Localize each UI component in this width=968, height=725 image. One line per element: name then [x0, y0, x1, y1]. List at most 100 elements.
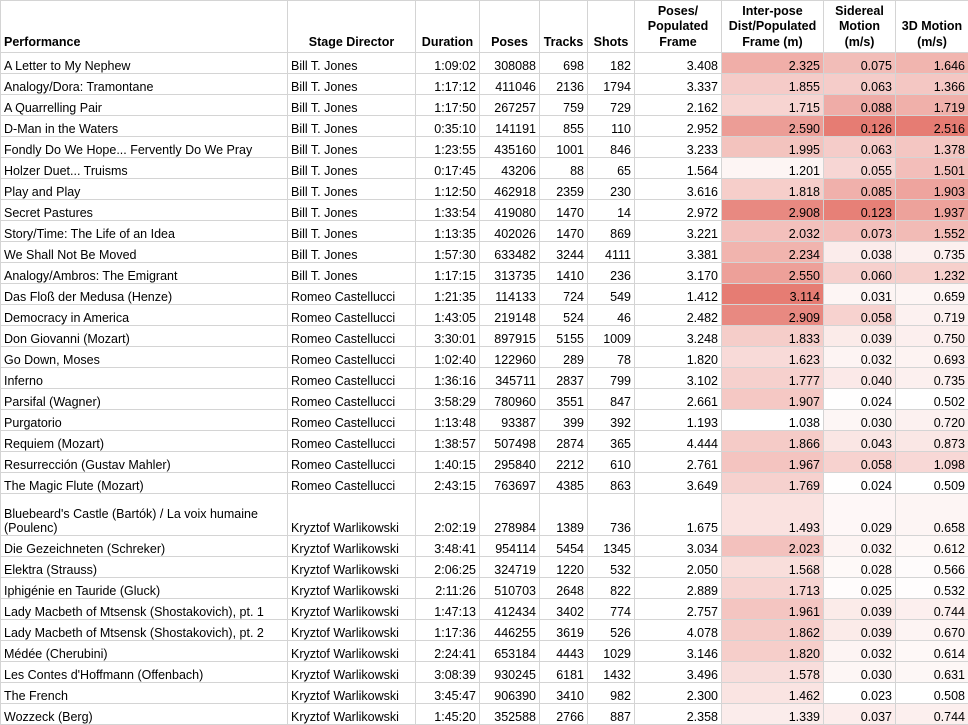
cell-stage-director[interactable]: Romeo Castellucci	[288, 473, 416, 494]
cell-performance[interactable]: Democracy in America	[1, 305, 288, 326]
cell-poses[interactable]: 352588	[480, 704, 540, 725]
cell-poses-per-frame[interactable]: 2.300	[635, 683, 722, 704]
cell-duration[interactable]: 1:36:16	[416, 368, 480, 389]
cell-interpose-dist[interactable]: 1.820	[722, 641, 824, 662]
cell-performance[interactable]: Lady Macbeth of Mtsensk (Shostakovich), …	[1, 599, 288, 620]
cell-interpose-dist[interactable]: 1.862	[722, 620, 824, 641]
cell-tracks[interactable]: 2837	[540, 368, 588, 389]
cell-poses-per-frame[interactable]: 4.444	[635, 431, 722, 452]
cell-3d-motion[interactable]: 1.903	[896, 179, 968, 200]
cell-poses-per-frame[interactable]: 3.649	[635, 473, 722, 494]
cell-stage-director[interactable]: Kryztof Warlikowski	[288, 641, 416, 662]
cell-duration[interactable]: 0:17:45	[416, 158, 480, 179]
cell-tracks[interactable]: 2874	[540, 431, 588, 452]
cell-shots[interactable]: 14	[588, 200, 635, 221]
cell-interpose-dist[interactable]: 1.623	[722, 347, 824, 368]
cell-poses-per-frame[interactable]: 1.675	[635, 494, 722, 536]
cell-poses[interactable]: 954114	[480, 536, 540, 557]
cell-stage-director[interactable]: Kryztof Warlikowski	[288, 662, 416, 683]
cell-stage-director[interactable]: Kryztof Warlikowski	[288, 599, 416, 620]
header-duration[interactable]: Duration	[416, 1, 480, 53]
cell-duration[interactable]: 1:33:54	[416, 200, 480, 221]
cell-stage-director[interactable]: Romeo Castellucci	[288, 347, 416, 368]
cell-stage-director[interactable]: Bill T. Jones	[288, 116, 416, 137]
cell-3d-motion[interactable]: 0.614	[896, 641, 968, 662]
cell-duration[interactable]: 1:17:12	[416, 74, 480, 95]
cell-3d-motion[interactable]: 0.631	[896, 662, 968, 683]
cell-duration[interactable]: 1:12:50	[416, 179, 480, 200]
cell-tracks[interactable]: 759	[540, 95, 588, 116]
cell-sidereal-motion[interactable]: 0.032	[824, 347, 896, 368]
cell-stage-director[interactable]: Kryztof Warlikowski	[288, 494, 416, 536]
cell-performance[interactable]: Go Down, Moses	[1, 347, 288, 368]
cell-interpose-dist[interactable]: 1.855	[722, 74, 824, 95]
cell-shots[interactable]: 549	[588, 284, 635, 305]
cell-poses[interactable]: 507498	[480, 431, 540, 452]
cell-interpose-dist[interactable]: 1.818	[722, 179, 824, 200]
cell-poses-per-frame[interactable]: 2.952	[635, 116, 722, 137]
cell-performance[interactable]: D-Man in the Waters	[1, 116, 288, 137]
cell-sidereal-motion[interactable]: 0.055	[824, 158, 896, 179]
cell-duration[interactable]: 1:57:30	[416, 242, 480, 263]
cell-sidereal-motion[interactable]: 0.063	[824, 137, 896, 158]
cell-duration[interactable]: 1:13:48	[416, 410, 480, 431]
cell-duration[interactable]: 3:08:39	[416, 662, 480, 683]
cell-interpose-dist[interactable]: 1.769	[722, 473, 824, 494]
cell-poses[interactable]: 419080	[480, 200, 540, 221]
cell-poses-per-frame[interactable]: 2.482	[635, 305, 722, 326]
cell-performance[interactable]: Don Giovanni (Mozart)	[1, 326, 288, 347]
cell-poses[interactable]: 308088	[480, 53, 540, 74]
cell-3d-motion[interactable]: 0.502	[896, 389, 968, 410]
cell-stage-director[interactable]: Romeo Castellucci	[288, 305, 416, 326]
cell-interpose-dist[interactable]: 1.967	[722, 452, 824, 473]
cell-interpose-dist[interactable]: 3.114	[722, 284, 824, 305]
cell-sidereal-motion[interactable]: 0.039	[824, 326, 896, 347]
cell-poses[interactable]: 345711	[480, 368, 540, 389]
cell-performance[interactable]: Les Contes d'Hoffmann (Offenbach)	[1, 662, 288, 683]
cell-duration[interactable]: 1:47:13	[416, 599, 480, 620]
cell-tracks[interactable]: 3619	[540, 620, 588, 641]
cell-tracks[interactable]: 5454	[540, 536, 588, 557]
cell-sidereal-motion[interactable]: 0.028	[824, 557, 896, 578]
cell-tracks[interactable]: 289	[540, 347, 588, 368]
cell-poses[interactable]: 633482	[480, 242, 540, 263]
cell-poses[interactable]: 43206	[480, 158, 540, 179]
cell-performance[interactable]: Wozzeck (Berg)	[1, 704, 288, 725]
cell-3d-motion[interactable]: 0.532	[896, 578, 968, 599]
cell-poses[interactable]: 906390	[480, 683, 540, 704]
cell-duration[interactable]: 3:45:47	[416, 683, 480, 704]
cell-duration[interactable]: 1:38:57	[416, 431, 480, 452]
cell-tracks[interactable]: 3551	[540, 389, 588, 410]
cell-stage-director[interactable]: Romeo Castellucci	[288, 431, 416, 452]
cell-poses-per-frame[interactable]: 3.381	[635, 242, 722, 263]
cell-duration[interactable]: 3:48:41	[416, 536, 480, 557]
cell-stage-director[interactable]: Bill T. Jones	[288, 200, 416, 221]
cell-duration[interactable]: 1:09:02	[416, 53, 480, 74]
cell-poses-per-frame[interactable]: 2.661	[635, 389, 722, 410]
cell-poses-per-frame[interactable]: 1.564	[635, 158, 722, 179]
cell-performance[interactable]: Médée (Cherubini)	[1, 641, 288, 662]
cell-poses[interactable]: 295840	[480, 452, 540, 473]
cell-poses-per-frame[interactable]: 3.337	[635, 74, 722, 95]
cell-shots[interactable]: 1009	[588, 326, 635, 347]
cell-interpose-dist[interactable]: 1.493	[722, 494, 824, 536]
cell-tracks[interactable]: 1389	[540, 494, 588, 536]
cell-stage-director[interactable]: Romeo Castellucci	[288, 368, 416, 389]
cell-performance[interactable]: We Shall Not Be Moved	[1, 242, 288, 263]
cell-shots[interactable]: 182	[588, 53, 635, 74]
cell-interpose-dist[interactable]: 1.578	[722, 662, 824, 683]
cell-shots[interactable]: 1345	[588, 536, 635, 557]
cell-tracks[interactable]: 2212	[540, 452, 588, 473]
cell-poses-per-frame[interactable]: 3.146	[635, 641, 722, 662]
cell-sidereal-motion[interactable]: 0.085	[824, 179, 896, 200]
cell-interpose-dist[interactable]: 2.550	[722, 263, 824, 284]
cell-stage-director[interactable]: Romeo Castellucci	[288, 284, 416, 305]
cell-interpose-dist[interactable]: 1.201	[722, 158, 824, 179]
cell-interpose-dist[interactable]: 1.907	[722, 389, 824, 410]
cell-sidereal-motion[interactable]: 0.040	[824, 368, 896, 389]
cell-interpose-dist[interactable]: 1.715	[722, 95, 824, 116]
cell-tracks[interactable]: 4443	[540, 641, 588, 662]
cell-3d-motion[interactable]: 0.693	[896, 347, 968, 368]
cell-sidereal-motion[interactable]: 0.038	[824, 242, 896, 263]
cell-3d-motion[interactable]: 1.232	[896, 263, 968, 284]
